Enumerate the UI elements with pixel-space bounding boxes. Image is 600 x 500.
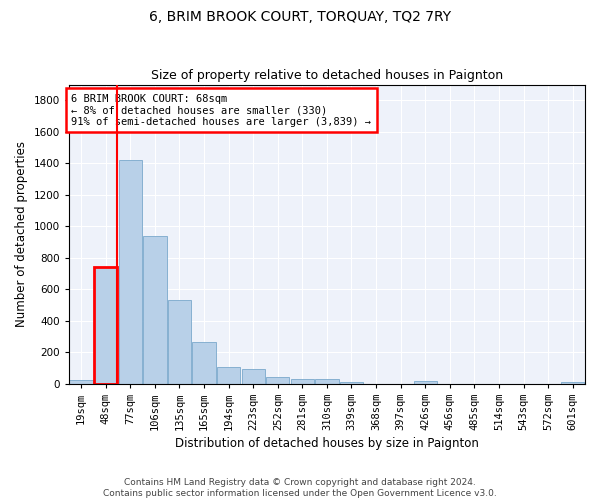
Bar <box>242 370 265 384</box>
Bar <box>340 382 363 384</box>
Bar <box>561 382 584 384</box>
Text: 6, BRIM BROOK COURT, TORQUAY, TQ2 7RY: 6, BRIM BROOK COURT, TORQUAY, TQ2 7RY <box>149 10 451 24</box>
Text: 6 BRIM BROOK COURT: 68sqm
← 8% of detached houses are smaller (330)
91% of semi-: 6 BRIM BROOK COURT: 68sqm ← 8% of detach… <box>71 94 371 126</box>
Bar <box>193 342 215 384</box>
Bar <box>94 267 118 384</box>
Bar <box>413 381 437 384</box>
Bar <box>266 377 289 384</box>
Text: Contains HM Land Registry data © Crown copyright and database right 2024.
Contai: Contains HM Land Registry data © Crown c… <box>103 478 497 498</box>
Y-axis label: Number of detached properties: Number of detached properties <box>15 141 28 327</box>
Bar <box>315 380 338 384</box>
X-axis label: Distribution of detached houses by size in Paignton: Distribution of detached houses by size … <box>175 437 479 450</box>
Bar <box>119 160 142 384</box>
Bar <box>70 380 93 384</box>
Bar <box>290 380 314 384</box>
Bar <box>168 300 191 384</box>
Bar <box>217 367 240 384</box>
Bar <box>143 236 167 384</box>
Title: Size of property relative to detached houses in Paignton: Size of property relative to detached ho… <box>151 69 503 82</box>
